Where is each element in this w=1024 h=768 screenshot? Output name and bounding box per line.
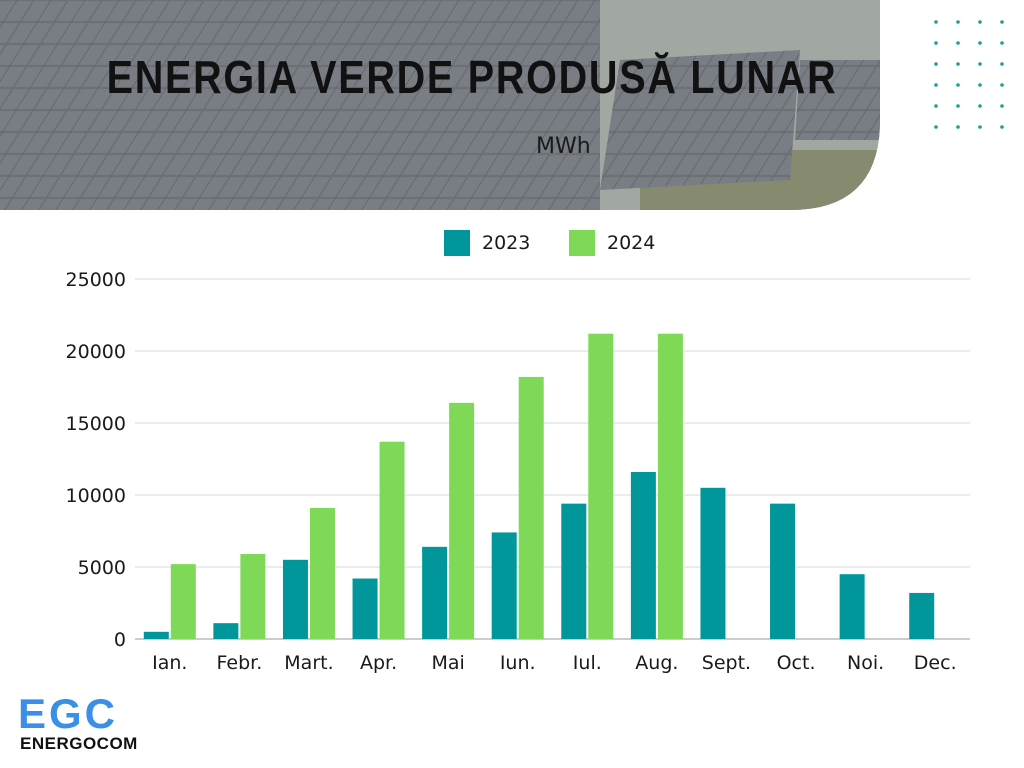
x-tick-label: Ian. [152, 652, 187, 674]
dot [956, 83, 960, 87]
dot [978, 62, 982, 66]
dot [956, 104, 960, 108]
x-tick-label: Apr. [360, 652, 397, 674]
dot [978, 83, 982, 87]
dot [1000, 20, 1004, 24]
y-tick-label: 10000 [66, 485, 126, 507]
dot [956, 125, 960, 129]
bar-2023-dec [909, 592, 935, 639]
x-tick-label: Febr. [217, 652, 263, 674]
dot [1000, 125, 1004, 129]
legend-label-2023: 2023 [482, 232, 531, 254]
bar-2023-sept [700, 487, 726, 639]
bar-2023-apr [352, 578, 378, 639]
bar-2024-ian [170, 564, 196, 639]
logo-mark: EGC [18, 690, 119, 737]
x-tick-label: Aug. [635, 652, 678, 674]
decorative-dot-grid [934, 20, 1004, 129]
dot [934, 125, 938, 129]
dot [934, 20, 938, 24]
logo-name: ENERGOCOM [20, 734, 138, 753]
bar-2024-febr [240, 554, 266, 639]
dot [1000, 62, 1004, 66]
dot [956, 20, 960, 24]
dot [934, 62, 938, 66]
legend-item-2024: 2024 [569, 230, 655, 256]
bar-2024-aug [657, 333, 683, 639]
x-tick-label: Noi. [847, 652, 884, 674]
dot [934, 41, 938, 45]
bar-2024-mai [449, 402, 475, 639]
bar-2024-mart [309, 507, 335, 639]
x-tick-label: Mart. [284, 652, 333, 674]
bar-2024-apr [379, 441, 405, 639]
legend-swatch-2024 [569, 230, 595, 256]
y-tick-label: 0 [114, 629, 126, 651]
dot [934, 104, 938, 108]
dot [978, 104, 982, 108]
y-tick-label: 20000 [66, 341, 126, 363]
bar-2023-iun [491, 532, 517, 639]
x-tick-label: Mai [431, 652, 464, 674]
bar-2024-iun [518, 376, 544, 639]
dot [956, 41, 960, 45]
dot [1000, 83, 1004, 87]
energocom-logo: EGC ENERGOCOM [18, 690, 158, 760]
dot [1000, 41, 1004, 45]
x-tick-label: Iun. [500, 652, 536, 674]
y-tick-label: 25000 [66, 269, 126, 291]
x-tick-label: Iul. [573, 652, 602, 674]
dot [956, 62, 960, 66]
legend-swatch-2023 [444, 230, 470, 256]
x-tick-label: Sept. [702, 652, 751, 674]
dot [978, 20, 982, 24]
bar-2023-mart [282, 559, 308, 639]
legend-label-2024: 2024 [607, 232, 656, 254]
unit-label: MWh [536, 134, 591, 159]
bar-2024-iul [588, 333, 614, 639]
dot [978, 125, 982, 129]
solar-panels-header-image [0, 0, 880, 210]
bar-2023-mai [422, 546, 448, 639]
bar-2023-iul [561, 503, 587, 639]
page-title: ENERGIA VERDE PRODUSĂ LUNAR [106, 51, 838, 103]
bar-2023-noi [839, 574, 865, 639]
legend-item-2023: 2023 [444, 230, 530, 256]
bar-2023-ian [143, 631, 169, 639]
dot [934, 83, 938, 87]
y-tick-label: 15000 [66, 413, 126, 435]
y-tick-label: 5000 [78, 557, 126, 579]
x-tick-label: Dec. [914, 652, 957, 674]
bar-2023-febr [213, 623, 239, 639]
x-tick-label: Oct. [777, 652, 816, 674]
bar-2023-aug [630, 471, 656, 639]
dot [1000, 104, 1004, 108]
bar-2023-oct [770, 503, 796, 639]
dot [978, 41, 982, 45]
bar-chart: 0 5000 10000 15000 20000 25000 Ian. Febr. Mart. A… [66, 269, 970, 674]
